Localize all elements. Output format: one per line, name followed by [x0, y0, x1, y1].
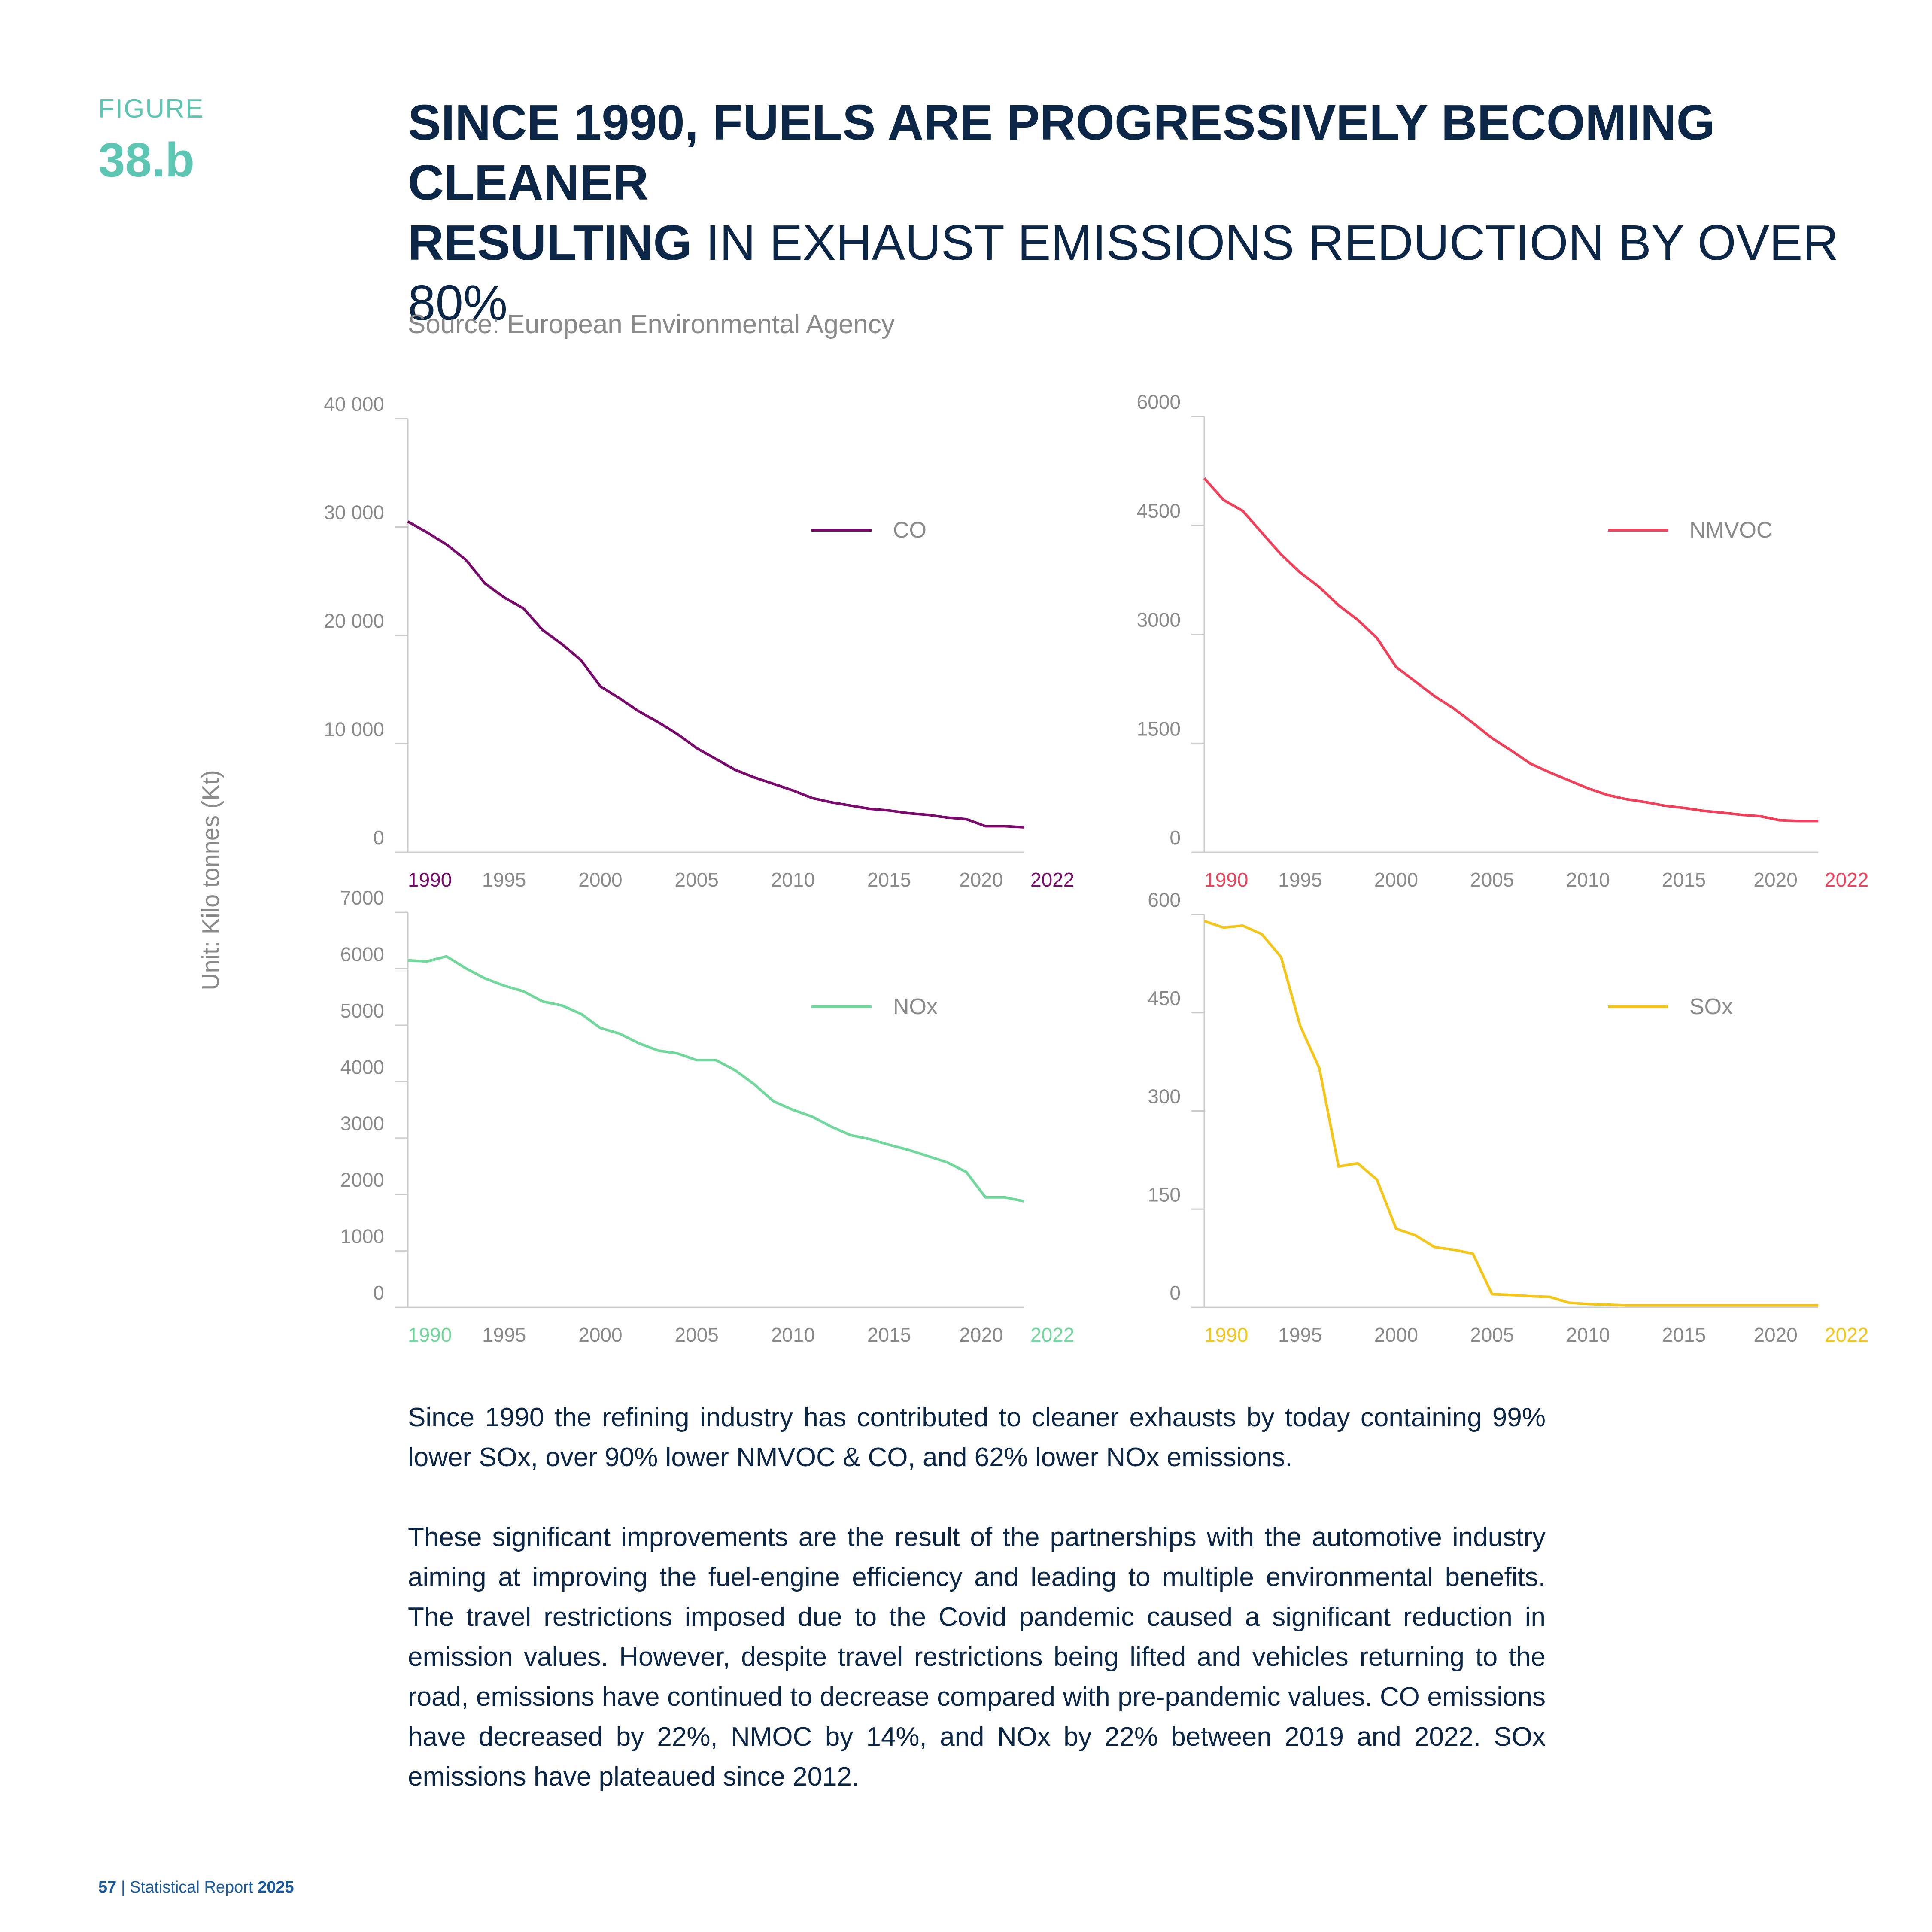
nox-series-line	[407, 955, 1024, 1203]
co-x-tick-label: 2000	[578, 869, 622, 891]
nmvoc-y-tick-label: 0	[1170, 826, 1181, 849]
co-y-tick-label: 40 000	[324, 393, 384, 415]
sox-x-tick-label: 1990	[1204, 1324, 1248, 1346]
sox-x-tick-label: 2020	[1753, 1324, 1797, 1346]
sox-legend-label: SOx	[1689, 994, 1733, 1019]
nox-y-tick-label: 3000	[340, 1112, 384, 1135]
body-paragraph-1: Since 1990 the refining industry has con…	[408, 1403, 1546, 1472]
nmvoc-x-tick-label: 1995	[1278, 869, 1322, 891]
nox-x-tick-label: 2015	[867, 1324, 911, 1346]
nmvoc-x-tick-label: 2000	[1374, 869, 1418, 891]
nmvoc-x-tick-label: 2010	[1566, 869, 1610, 891]
sox-y-tick-label: 600	[1148, 889, 1181, 911]
nox-x-tick-label: 2020	[959, 1324, 1003, 1346]
nmvoc-x-tick-label: 2015	[1662, 869, 1706, 891]
co-y-tick-label: 20 000	[324, 610, 384, 632]
nox-y-tick-label: 2000	[340, 1169, 384, 1191]
nox-y-tick-label: 4000	[340, 1056, 384, 1078]
nox-y-tick-label: 0	[373, 1282, 384, 1304]
co-x-tick-label: 1995	[482, 869, 526, 891]
co-legend-label: CO	[893, 518, 927, 543]
nox-x-tick-label: 1995	[482, 1324, 526, 1346]
nmvoc-x-tick-label: 1990	[1204, 869, 1248, 891]
co-y-tick-label: 10 000	[324, 718, 384, 741]
figure-number: 38.b	[98, 133, 195, 187]
co-x-tick-label: 1990	[408, 869, 452, 891]
footer-report: | Statistical Report	[116, 1878, 258, 1896]
source-note: Source: European Environmental Agency	[408, 310, 895, 339]
co-x-tick-label: 2005	[674, 869, 718, 891]
title-line2-light: IN EXHAUST EMISSIONS REDUCTION BY OVER 8…	[408, 215, 1839, 331]
co-x-tick-label: 2022	[1030, 869, 1074, 891]
nmvoc-x-tick-label: 2020	[1753, 869, 1797, 891]
co-x-tick-label: 2010	[771, 869, 815, 891]
nox-x-tick-label: 2000	[578, 1324, 622, 1346]
nmvoc-x-tick-label: 2022	[1825, 869, 1868, 891]
nox-x-tick-label: 2010	[771, 1324, 815, 1346]
co-series-line	[407, 520, 1024, 829]
nmvoc-y-tick-label: 1500	[1137, 717, 1181, 740]
title-line2-bold: RESULTING	[408, 215, 692, 270]
figure-label: FIGURE	[98, 94, 204, 124]
nmvoc-x-tick-label: 2005	[1470, 869, 1514, 891]
nox-x-tick-label: 1990	[408, 1324, 452, 1346]
nmvoc-series-line	[1203, 477, 1818, 823]
footer: 57 | Statistical Report 2025	[98, 1878, 294, 1897]
sox-y-tick-label: 300	[1148, 1085, 1181, 1108]
body-paragraph-2: These significant improvements are the r…	[408, 1522, 1546, 1792]
nmvoc-y-tick-label: 3000	[1137, 609, 1181, 631]
sox-x-tick-label: 1995	[1278, 1324, 1322, 1346]
nox-y-tick-label: 6000	[340, 943, 384, 965]
nmvoc-y-tick-label: 6000	[1137, 391, 1181, 413]
footer-year: 2025	[258, 1878, 294, 1896]
co-x-tick-label: 2015	[867, 869, 911, 891]
nox-y-tick-label: 1000	[340, 1225, 384, 1248]
nmvoc-legend-label: NMVOC	[1689, 518, 1773, 543]
co-y-tick-label: 30 000	[324, 501, 384, 524]
sox-x-tick-label: 2010	[1566, 1324, 1610, 1346]
sox-y-tick-label: 450	[1148, 987, 1181, 1009]
nox-x-tick-label: 2022	[1030, 1324, 1074, 1346]
sox-x-tick-label: 2000	[1374, 1324, 1418, 1346]
page-number: 57	[98, 1878, 117, 1896]
sox-series-line	[1204, 920, 1818, 1307]
sox-y-tick-label: 150	[1148, 1183, 1181, 1206]
page-title: SINCE 1990, FUELS ARE PROGRESSIVELY BECO…	[408, 92, 1868, 333]
nox-x-tick-label: 2005	[674, 1324, 718, 1346]
co-x-tick-label: 2020	[959, 869, 1003, 891]
title-line1: SINCE 1990, FUELS ARE PROGRESSIVELY BECO…	[408, 94, 1715, 210]
sox-y-tick-label: 0	[1170, 1282, 1181, 1304]
body-text: Since 1990 the refining industry has con…	[408, 1397, 1546, 1837]
nmvoc-y-tick-label: 4500	[1137, 500, 1181, 522]
nox-legend-label: NOx	[893, 994, 938, 1019]
nox-y-tick-label: 7000	[340, 887, 384, 909]
sox-x-tick-label: 2005	[1470, 1324, 1514, 1346]
sox-x-tick-label: 2015	[1662, 1324, 1706, 1346]
nox-y-tick-label: 5000	[340, 999, 384, 1022]
sox-x-tick-label: 2022	[1825, 1324, 1868, 1346]
co-y-tick-label: 0	[373, 826, 384, 849]
